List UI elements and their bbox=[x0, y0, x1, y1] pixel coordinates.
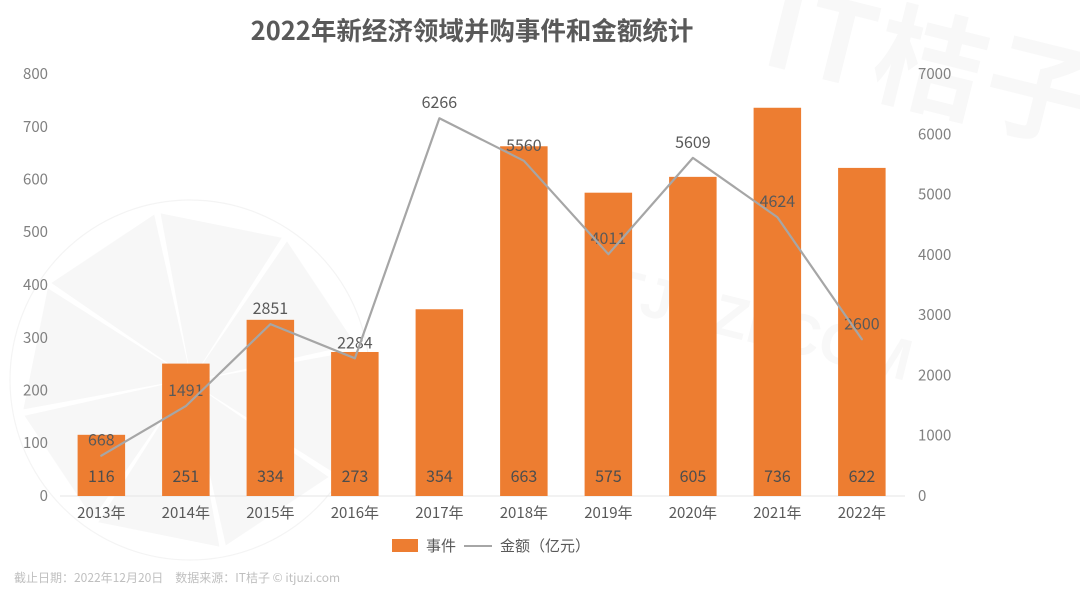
svg-text:2019年: 2019年 bbox=[584, 502, 632, 523]
svg-text:2018年: 2018年 bbox=[500, 502, 548, 523]
svg-text:6266: 6266 bbox=[422, 89, 458, 113]
svg-text:5000: 5000 bbox=[918, 184, 951, 205]
svg-text:800: 800 bbox=[23, 63, 48, 84]
svg-text:0: 0 bbox=[40, 485, 48, 506]
svg-text:251: 251 bbox=[172, 463, 199, 487]
svg-text:500: 500 bbox=[23, 221, 48, 242]
svg-text:622: 622 bbox=[849, 463, 876, 487]
svg-text:700: 700 bbox=[23, 116, 48, 137]
svg-text:400: 400 bbox=[23, 274, 48, 295]
svg-text:2851: 2851 bbox=[253, 295, 289, 319]
svg-text:2017年: 2017年 bbox=[415, 502, 463, 523]
svg-text:5609: 5609 bbox=[675, 129, 711, 153]
svg-text:300: 300 bbox=[23, 327, 48, 348]
svg-text:663: 663 bbox=[511, 463, 538, 487]
svg-text:605: 605 bbox=[680, 463, 707, 487]
svg-text:575: 575 bbox=[595, 463, 622, 487]
svg-text:4011: 4011 bbox=[591, 225, 627, 249]
svg-text:2022年: 2022年 bbox=[838, 502, 886, 523]
svg-text:7000: 7000 bbox=[918, 63, 951, 84]
svg-text:334: 334 bbox=[257, 463, 284, 487]
svg-text:2020年: 2020年 bbox=[669, 502, 717, 523]
svg-text:5560: 5560 bbox=[506, 132, 542, 156]
svg-text:668: 668 bbox=[88, 427, 115, 451]
svg-text:6000: 6000 bbox=[918, 123, 951, 144]
svg-text:1000: 1000 bbox=[918, 425, 951, 446]
svg-text:2021年: 2021年 bbox=[753, 502, 801, 523]
svg-text:2016年: 2016年 bbox=[331, 502, 379, 523]
svg-text:273: 273 bbox=[342, 463, 369, 487]
svg-text:2013年: 2013年 bbox=[77, 502, 125, 523]
svg-text:4000: 4000 bbox=[918, 244, 951, 265]
svg-text:200: 200 bbox=[23, 380, 48, 401]
svg-text:2014年: 2014年 bbox=[162, 502, 210, 523]
svg-text:354: 354 bbox=[426, 463, 453, 487]
svg-text:736: 736 bbox=[764, 463, 791, 487]
svg-text:100: 100 bbox=[23, 432, 48, 453]
svg-text:0: 0 bbox=[918, 485, 926, 506]
svg-text:2000: 2000 bbox=[918, 364, 951, 385]
svg-text:116: 116 bbox=[88, 463, 115, 487]
svg-text:600: 600 bbox=[23, 169, 48, 190]
svg-text:2284: 2284 bbox=[337, 329, 373, 353]
svg-text:1491: 1491 bbox=[168, 377, 204, 401]
svg-text:3000: 3000 bbox=[918, 304, 951, 325]
svg-text:2015年: 2015年 bbox=[246, 502, 294, 523]
